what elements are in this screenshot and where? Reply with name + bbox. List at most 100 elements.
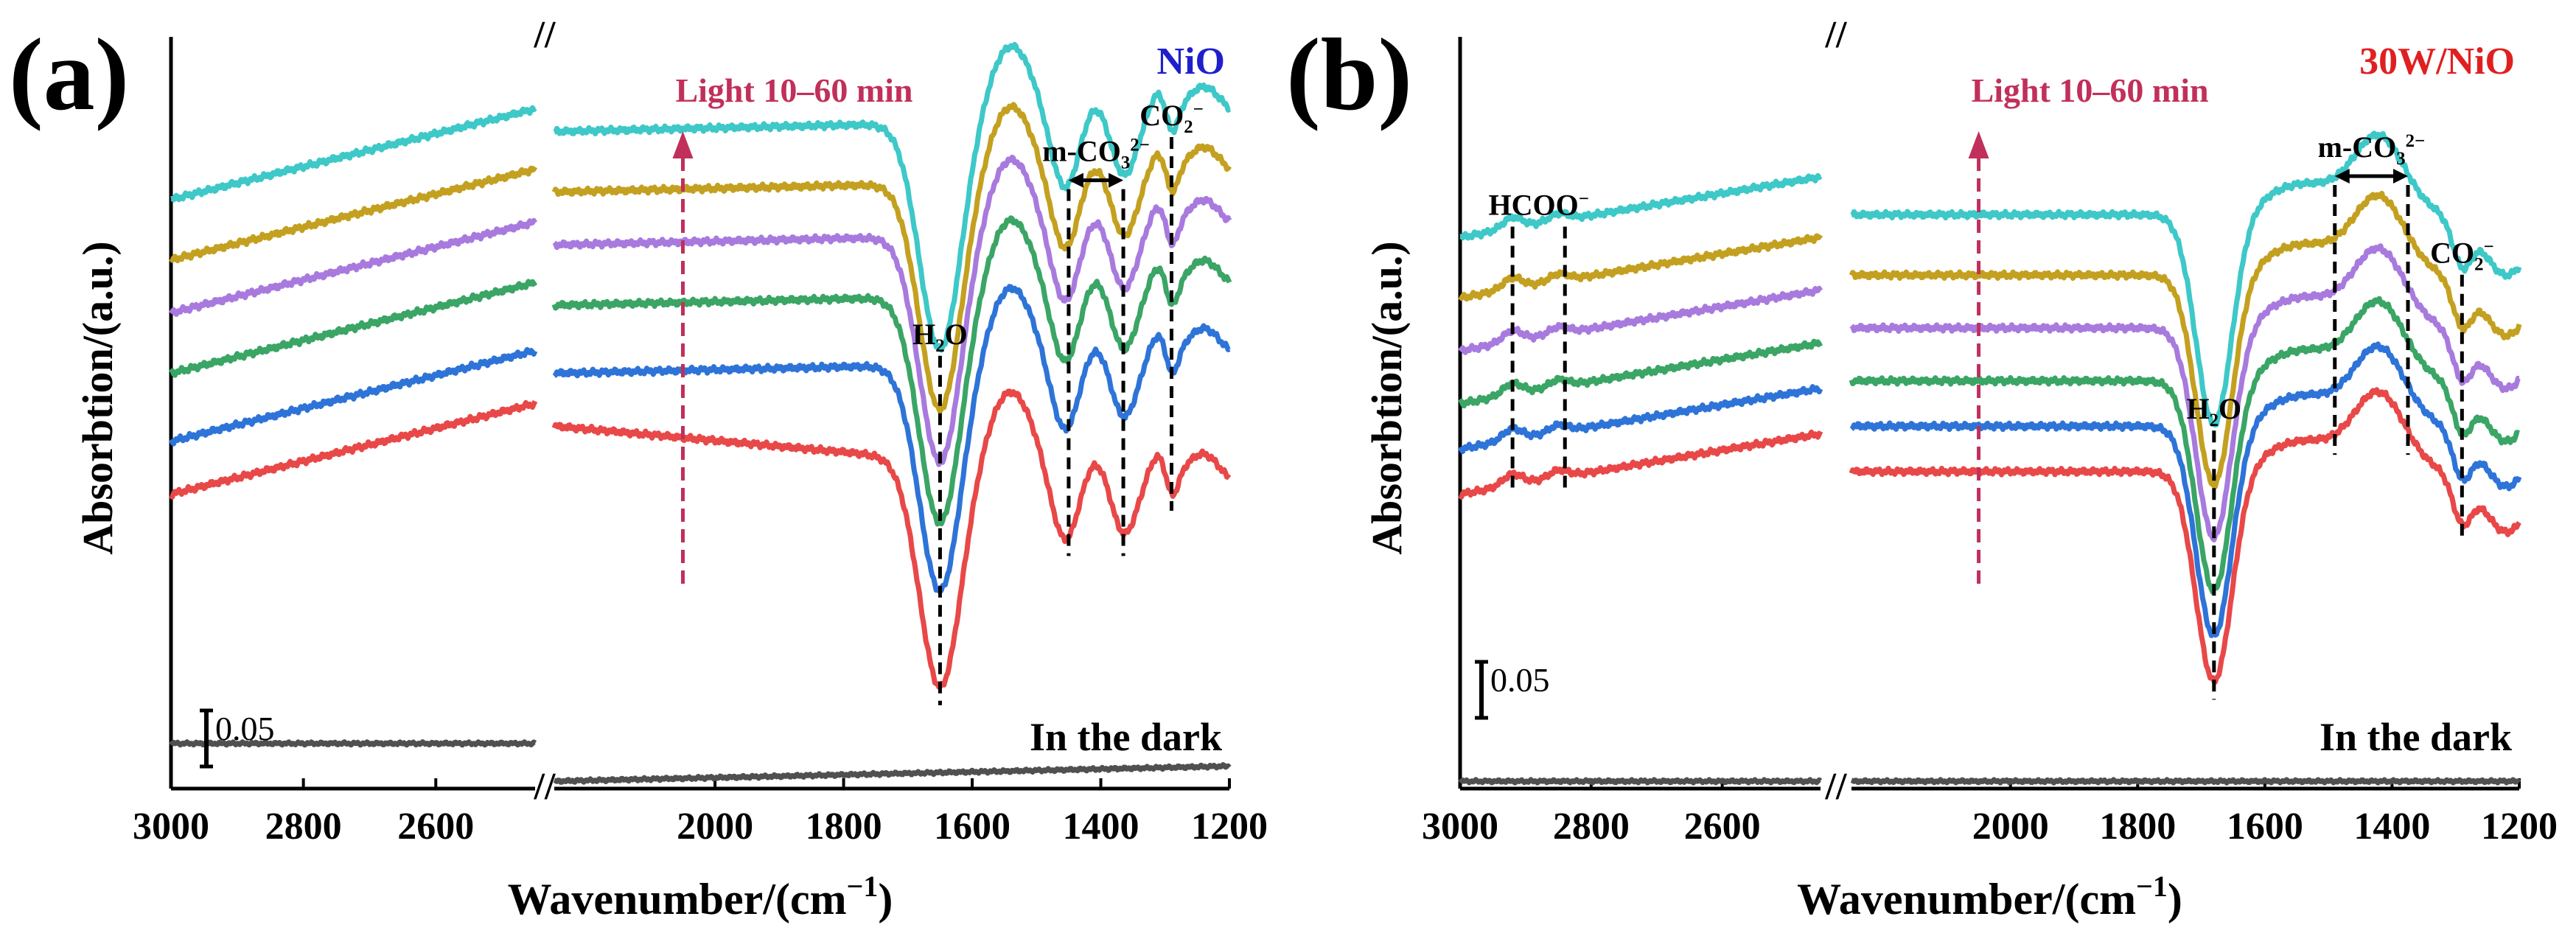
peak-m-co3-2--arrowhead-right: [1109, 172, 1124, 188]
peak-hcoo--label: HCOO−: [1489, 188, 1589, 221]
x-tick-label: 1400: [1063, 806, 1139, 848]
spectrum-line-in-the-dark-right: [1850, 777, 2521, 786]
x-tick-label: 2800: [1553, 806, 1630, 848]
peak-m-co3-2--arrowhead-right: [2393, 169, 2408, 184]
spectrum-line-10-min-left: [169, 399, 538, 500]
x-axis-label-text: Wavenumber/(cm: [1797, 875, 2136, 923]
peak-m-co3-2--label-main: m-CO: [2318, 130, 2397, 164]
spectrum-line-in-the-dark-right: [553, 762, 1232, 785]
peak-hcoo--label-sup: −: [1579, 189, 1589, 209]
spectrum-line-30-min-right: [551, 215, 1232, 527]
sample-name: 30W/NiO: [2359, 41, 2515, 83]
y-axis-label: Absorbtion/(a.u.): [1363, 241, 1411, 554]
peak-co2--label-sub: 2: [1184, 117, 1193, 137]
peak-m-co3-2--label-sub: 3: [1121, 153, 1130, 173]
x-tick-label: 1600: [2227, 806, 2303, 848]
light-annotation: Light 10–60 min: [675, 71, 912, 109]
peak-co2--label-sub: 2: [2474, 255, 2483, 275]
spectrum-line-40-min-right: [552, 154, 1232, 467]
spectrum-line-60-min-right: [1850, 130, 2522, 428]
peak-co2--label: CO2−: [1139, 99, 1204, 137]
spectrum-line-10-min-right: [1849, 387, 2521, 685]
spectrum-line-10-min-left: [1458, 429, 1823, 500]
spectrum-line-40-min-left: [169, 217, 538, 317]
peak-m-co3-2--label: m-CO32−: [2318, 130, 2426, 169]
x-tick-label: 2600: [397, 806, 474, 848]
peak-h2o-label: H2O: [2187, 392, 2242, 430]
peak-m-co3-2--label-sub: 3: [2396, 149, 2405, 169]
chart-panel-a: // // 3000 2800 2600 2000 1800 1600 1400 1200 Wave…: [9, 14, 1268, 923]
spectrum-line-50-min-left: [1458, 233, 1823, 302]
peak-h2o-label-main: H: [2187, 392, 2210, 425]
x-axis-label-close: ): [2168, 875, 2182, 923]
y-axis-label: Absorbtion/(a.u.): [74, 241, 122, 554]
x-tick-label: 1200: [2481, 806, 2558, 848]
spectrum-line-20-min-left: [1457, 384, 1823, 455]
spectrum-line-30-min-left: [1458, 338, 1823, 409]
x-axis-break-bottom: //: [1825, 766, 1847, 808]
peak-h2o-label-main: H: [912, 318, 935, 351]
dark-annotation: In the dark: [1030, 715, 1222, 759]
x-axis-break-top: //: [534, 14, 556, 56]
peak-hcoo--label-main: HCOO: [1489, 188, 1579, 221]
peak-co2--label-main: CO: [1139, 99, 1184, 132]
panel-label: (a): [9, 18, 129, 132]
spectrum-line-20-min-left: [168, 346, 538, 447]
peak-h2o-label-tail: O: [2219, 392, 2241, 425]
x-tick-label: 1400: [2353, 806, 2430, 848]
x-tick-label: 1800: [806, 806, 882, 848]
peak-co2--label: CO2−: [2430, 237, 2494, 275]
peak-m-co3-2--arrowhead-left: [2334, 169, 2350, 184]
x-axis-label: Wavenumber/(cm−1): [1797, 870, 2182, 923]
scale-bar-label: 0.05: [215, 710, 275, 747]
panel-label: (b): [1286, 18, 1412, 132]
spectrum-line-50-min-left: [169, 165, 538, 264]
peak-m-co3-2--label: m-CO32−: [1042, 135, 1150, 173]
sample-name: NiO: [1157, 41, 1225, 83]
x-tick-label: 2600: [1684, 806, 1761, 848]
x-tick-label: 2000: [1972, 806, 2049, 848]
x-tick-label: 3000: [133, 806, 209, 848]
spectrum-line-60-min-right: [553, 41, 1232, 353]
scale-bar-label: 0.05: [1490, 661, 1550, 699]
spectrum-line-40-min-left: [1458, 285, 1823, 355]
x-tick-label: 1600: [934, 806, 1010, 848]
light-annotation: Light 10–60 min: [1972, 71, 2209, 109]
x-axis-label: Wavenumber/(cm−1): [508, 870, 893, 923]
spectrum-line-20-min-right: [552, 284, 1231, 595]
peak-m-co3-2--label-sup: 2−: [1130, 136, 1150, 156]
x-axis-label-sup: −1: [2136, 870, 2168, 903]
peak-m-co3-2--arrowhead-left: [1068, 172, 1083, 188]
peak-h2o-label: H2O: [912, 318, 968, 356]
spectrum-line-50-min-right: [551, 102, 1232, 414]
spectrum-line-in-the-dark-left: [169, 739, 537, 748]
peak-co2--label-main: CO: [2430, 237, 2474, 270]
x-axis-label-close: ): [878, 875, 893, 923]
peak-m-co3-2--label-sup: 2−: [2406, 131, 2426, 151]
peak-h2o-label-sub: 2: [935, 336, 944, 356]
spectrum-line-60-min-left: [1459, 172, 1823, 241]
x-tick-label: 1200: [1191, 806, 1268, 848]
peak-co2--label-sup: −: [1193, 99, 1204, 119]
peak-h2o-label-tail: O: [945, 318, 968, 351]
spectrum-line-30-min-left: [169, 279, 538, 378]
spectrum-line-60-min-left: [170, 105, 537, 203]
peak-co2--label-sup: −: [2483, 237, 2493, 257]
light-arrow-head: [672, 131, 694, 158]
x-tick-label: 2000: [677, 806, 753, 848]
x-axis-label-text: Wavenumber/(cm: [508, 875, 847, 923]
x-axis-label-sup: −1: [847, 870, 879, 903]
spectrum-line-in-the-dark-left: [1458, 777, 1823, 786]
chart-panel-b: // // 3000 2800 2600 2000 1800 1600 1400 1200 Wave…: [1286, 14, 2558, 923]
spectrum-line-10-min-right: [551, 388, 1232, 690]
x-tick-label: 3000: [1422, 806, 1498, 848]
light-arrow-head: [1968, 131, 1989, 158]
peak-m-co3-2--label-main: m-CO: [1042, 135, 1121, 168]
peak-h2o-label-sub: 2: [2210, 411, 2219, 430]
x-tick-label: 2800: [265, 806, 342, 848]
x-axis-break-bottom: //: [534, 766, 556, 808]
x-tick-label: 1800: [2099, 806, 2176, 848]
x-axis-break-top: //: [1825, 14, 1847, 56]
dark-annotation: In the dark: [2320, 715, 2512, 759]
